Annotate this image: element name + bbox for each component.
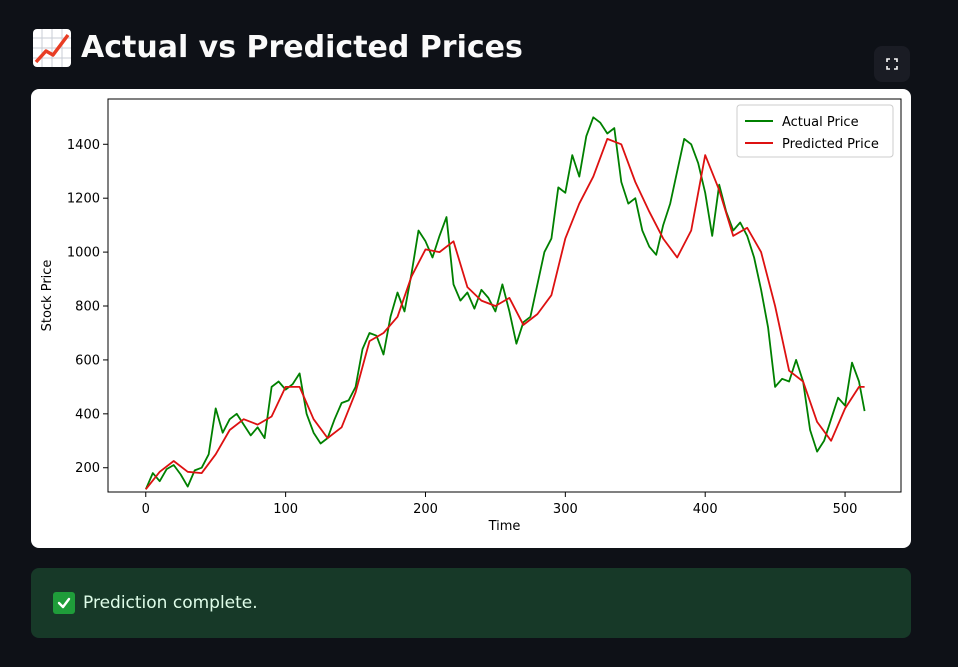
fullscreen-button[interactable]	[874, 46, 910, 82]
x-tick-label: 100	[273, 502, 298, 517]
y-tick-label: 1200	[67, 192, 100, 207]
success-message: Prediction complete.	[83, 593, 258, 613]
chart-card: 0 100 200 300 400 500 200 400 600 800 1000 1200 1400…	[31, 89, 911, 548]
y-tick-label: 200	[75, 461, 100, 476]
x-tick-label: 300	[553, 502, 578, 517]
y-tick-label: 600	[75, 353, 100, 368]
series-line-actual-price	[144, 116, 866, 490]
y-tick-label: 800	[75, 300, 100, 315]
check-mark-icon	[53, 592, 75, 614]
chart-increasing-icon	[33, 29, 71, 67]
x-tick-label: 500	[833, 502, 858, 517]
legend-box	[736, 104, 894, 158]
x-tick-label: 200	[413, 502, 438, 517]
plot-frame	[107, 98, 902, 493]
x-tick-label: 0	[142, 502, 150, 517]
page-title: Actual vs Predicted Prices	[81, 30, 523, 65]
line-chart: 0 100 200 300 400 500 200 400 600 800 1000 1200 1400…	[40, 98, 902, 534]
y-tick-label: 1400	[67, 138, 100, 153]
legend-label: Predicted Price	[782, 137, 879, 152]
legend-label: Actual Price	[782, 115, 859, 130]
success-alert: Prediction complete.	[31, 568, 911, 638]
x-tick-label: 400	[693, 502, 718, 517]
series-line-predicted-price	[145, 138, 865, 490]
y-tick-label: 1000	[67, 246, 100, 261]
fullscreen-icon	[886, 58, 898, 70]
y-tick-label: 400	[75, 407, 100, 422]
page-header: Actual vs Predicted Prices	[33, 28, 523, 68]
y-axis-label: Stock Price	[40, 260, 55, 332]
x-axis-label: Time	[488, 519, 521, 534]
